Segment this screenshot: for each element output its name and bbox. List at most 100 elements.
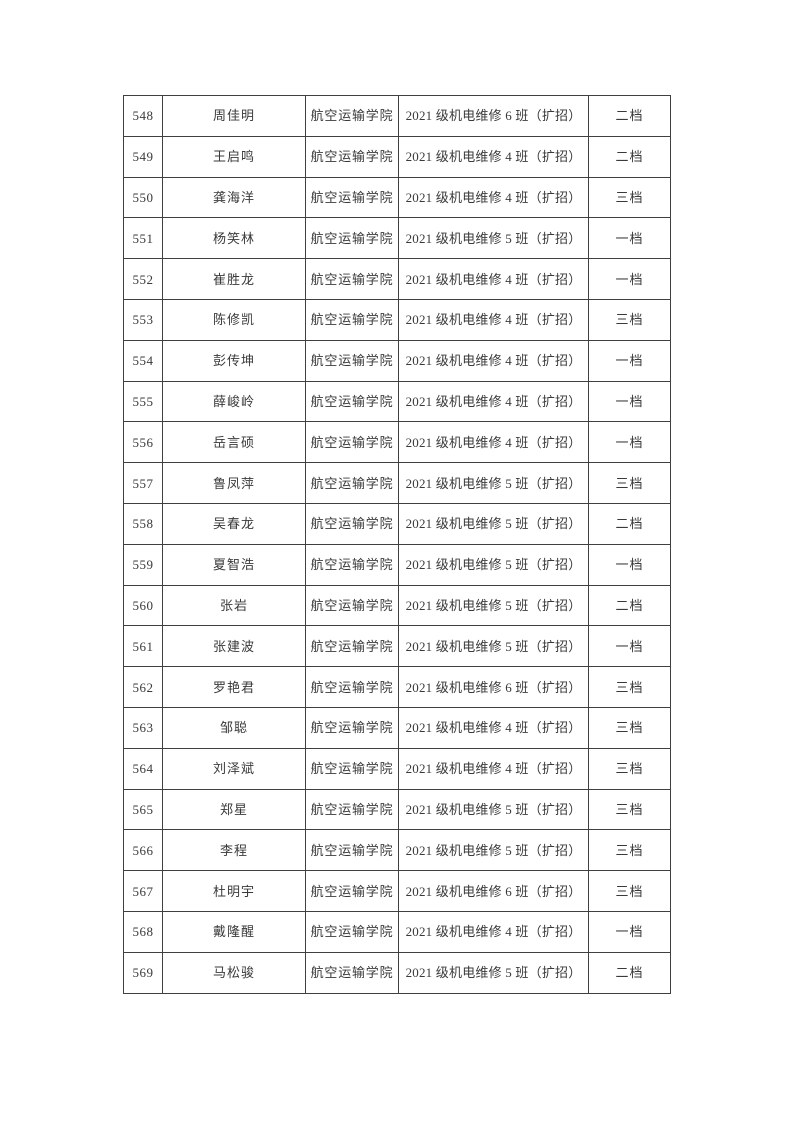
cell-grade: 三档 [588,176,671,219]
cell-number: 560 [123,584,163,627]
cell-number: 557 [123,462,163,504]
table-row: 550 龚海洋 航空运输学院 2021 级机电维修 4 班（扩招） 三档 [123,176,671,219]
cell-class: 2021 级机电维修 4 班（扩招） [398,706,589,749]
cell-name: 郑星 [162,788,306,831]
cell-number: 566 [123,829,163,872]
cell-college: 航空运输学院 [305,788,399,831]
cell-name: 戴隆醒 [162,910,306,953]
cell-name: 王启鸣 [162,135,306,178]
cell-number: 556 [123,421,163,464]
cell-grade: 三档 [588,829,671,872]
cell-number: 548 [123,95,163,137]
cell-grade: 二档 [588,951,671,994]
cell-grade: 二档 [588,502,671,545]
cell-grade: 三档 [588,747,671,790]
cell-class: 2021 级机电维修 4 班（扩招） [398,747,589,790]
table-row: 553 陈修凯 航空运输学院 2021 级机电维修 4 班（扩招） 三档 [123,298,671,341]
cell-grade: 三档 [588,706,671,749]
cell-number: 564 [123,747,163,790]
cell-number: 569 [123,951,163,994]
cell-grade: 一档 [588,258,671,300]
cell-grade: 一档 [588,217,671,260]
cell-number: 553 [123,298,163,341]
cell-college: 航空运输学院 [305,543,399,586]
cell-class: 2021 级机电维修 5 班（扩招） [398,543,589,586]
cell-grade: 三档 [588,298,671,341]
cell-name: 张建波 [162,625,306,668]
cell-college: 航空运输学院 [305,298,399,341]
cell-name: 彭传坤 [162,339,306,382]
cell-college: 航空运输学院 [305,462,399,504]
cell-college: 航空运输学院 [305,217,399,260]
cell-grade: 一档 [588,339,671,382]
cell-class: 2021 级机电维修 5 班（扩招） [398,217,589,260]
cell-college: 航空运输学院 [305,666,399,708]
cell-class: 2021 级机电维修 6 班（扩招） [398,870,589,912]
table-row: 552 崔胜龙 航空运输学院 2021 级机电维修 4 班（扩招） 一档 [123,258,671,300]
table-row: 562 罗艳君 航空运输学院 2021 级机电维修 6 班（扩招） 三档 [123,666,671,708]
cell-name: 吴春龙 [162,502,306,545]
table-row: 565 郑星 航空运输学院 2021 级机电维修 5 班（扩招） 三档 [123,788,671,831]
cell-class: 2021 级机电维修 5 班（扩招） [398,502,589,545]
table-row: 551 杨笑林 航空运输学院 2021 级机电维修 5 班（扩招） 一档 [123,217,671,260]
table-row: 554 彭传坤 航空运输学院 2021 级机电维修 4 班（扩招） 一档 [123,339,671,382]
student-roster-table: 548 周佳明 航空运输学院 2021 级机电维修 6 班（扩招） 二档 549… [123,95,671,994]
cell-class: 2021 级机电维修 4 班（扩招） [398,910,589,953]
cell-name: 邹聪 [162,706,306,749]
cell-college: 航空运输学院 [305,380,399,423]
table-row: 563 邹聪 航空运输学院 2021 级机电维修 4 班（扩招） 三档 [123,706,671,749]
cell-college: 航空运输学院 [305,135,399,178]
cell-name: 张岩 [162,584,306,627]
cell-name: 刘泽斌 [162,747,306,790]
table-row: 569 马松骏 航空运输学院 2021 级机电维修 5 班（扩招） 二档 [123,951,671,994]
table-row: 559 夏智浩 航空运输学院 2021 级机电维修 5 班（扩招） 一档 [123,543,671,586]
cell-class: 2021 级机电维修 4 班（扩招） [398,258,589,300]
cell-grade: 二档 [588,584,671,627]
cell-grade: 二档 [588,135,671,178]
cell-college: 航空运输学院 [305,870,399,912]
cell-number: 555 [123,380,163,423]
cell-name: 薛峻岭 [162,380,306,423]
roster-body: 548 周佳明 航空运输学院 2021 级机电维修 6 班（扩招） 二档 549… [123,95,671,994]
table-row: 567 杜明宇 航空运输学院 2021 级机电维修 6 班（扩招） 三档 [123,870,671,912]
cell-grade: 三档 [588,788,671,831]
cell-number: 568 [123,910,163,953]
cell-class: 2021 级机电维修 5 班（扩招） [398,951,589,994]
cell-name: 罗艳君 [162,666,306,708]
cell-college: 航空运输学院 [305,829,399,872]
table-row: 548 周佳明 航空运输学院 2021 级机电维修 6 班（扩招） 二档 [123,95,671,137]
table-row: 558 吴春龙 航空运输学院 2021 级机电维修 5 班（扩招） 二档 [123,502,671,545]
cell-name: 陈修凯 [162,298,306,341]
cell-grade: 三档 [588,666,671,708]
cell-college: 航空运输学院 [305,747,399,790]
cell-college: 航空运输学院 [305,584,399,627]
cell-college: 航空运输学院 [305,951,399,994]
table-row: 557 鲁凤萍 航空运输学院 2021 级机电维修 5 班（扩招） 三档 [123,462,671,504]
cell-number: 563 [123,706,163,749]
cell-name: 马松骏 [162,951,306,994]
cell-number: 558 [123,502,163,545]
cell-number: 559 [123,543,163,586]
cell-grade: 一档 [588,380,671,423]
cell-class: 2021 级机电维修 4 班（扩招） [398,298,589,341]
cell-grade: 二档 [588,95,671,137]
cell-college: 航空运输学院 [305,502,399,545]
cell-class: 2021 级机电维修 4 班（扩招） [398,339,589,382]
cell-class: 2021 级机电维修 5 班（扩招） [398,625,589,668]
cell-college: 航空运输学院 [305,625,399,668]
cell-class: 2021 级机电维修 6 班（扩招） [398,666,589,708]
cell-class: 2021 级机电维修 5 班（扩招） [398,829,589,872]
cell-grade: 一档 [588,625,671,668]
cell-college: 航空运输学院 [305,258,399,300]
cell-college: 航空运输学院 [305,706,399,749]
cell-class: 2021 级机电维修 4 班（扩招） [398,380,589,423]
cell-number: 562 [123,666,163,708]
cell-name: 岳言硕 [162,421,306,464]
cell-class: 2021 级机电维修 4 班（扩招） [398,176,589,219]
cell-name: 李程 [162,829,306,872]
cell-grade: 一档 [588,421,671,464]
cell-name: 龚海洋 [162,176,306,219]
cell-name: 崔胜龙 [162,258,306,300]
cell-grade: 三档 [588,462,671,504]
